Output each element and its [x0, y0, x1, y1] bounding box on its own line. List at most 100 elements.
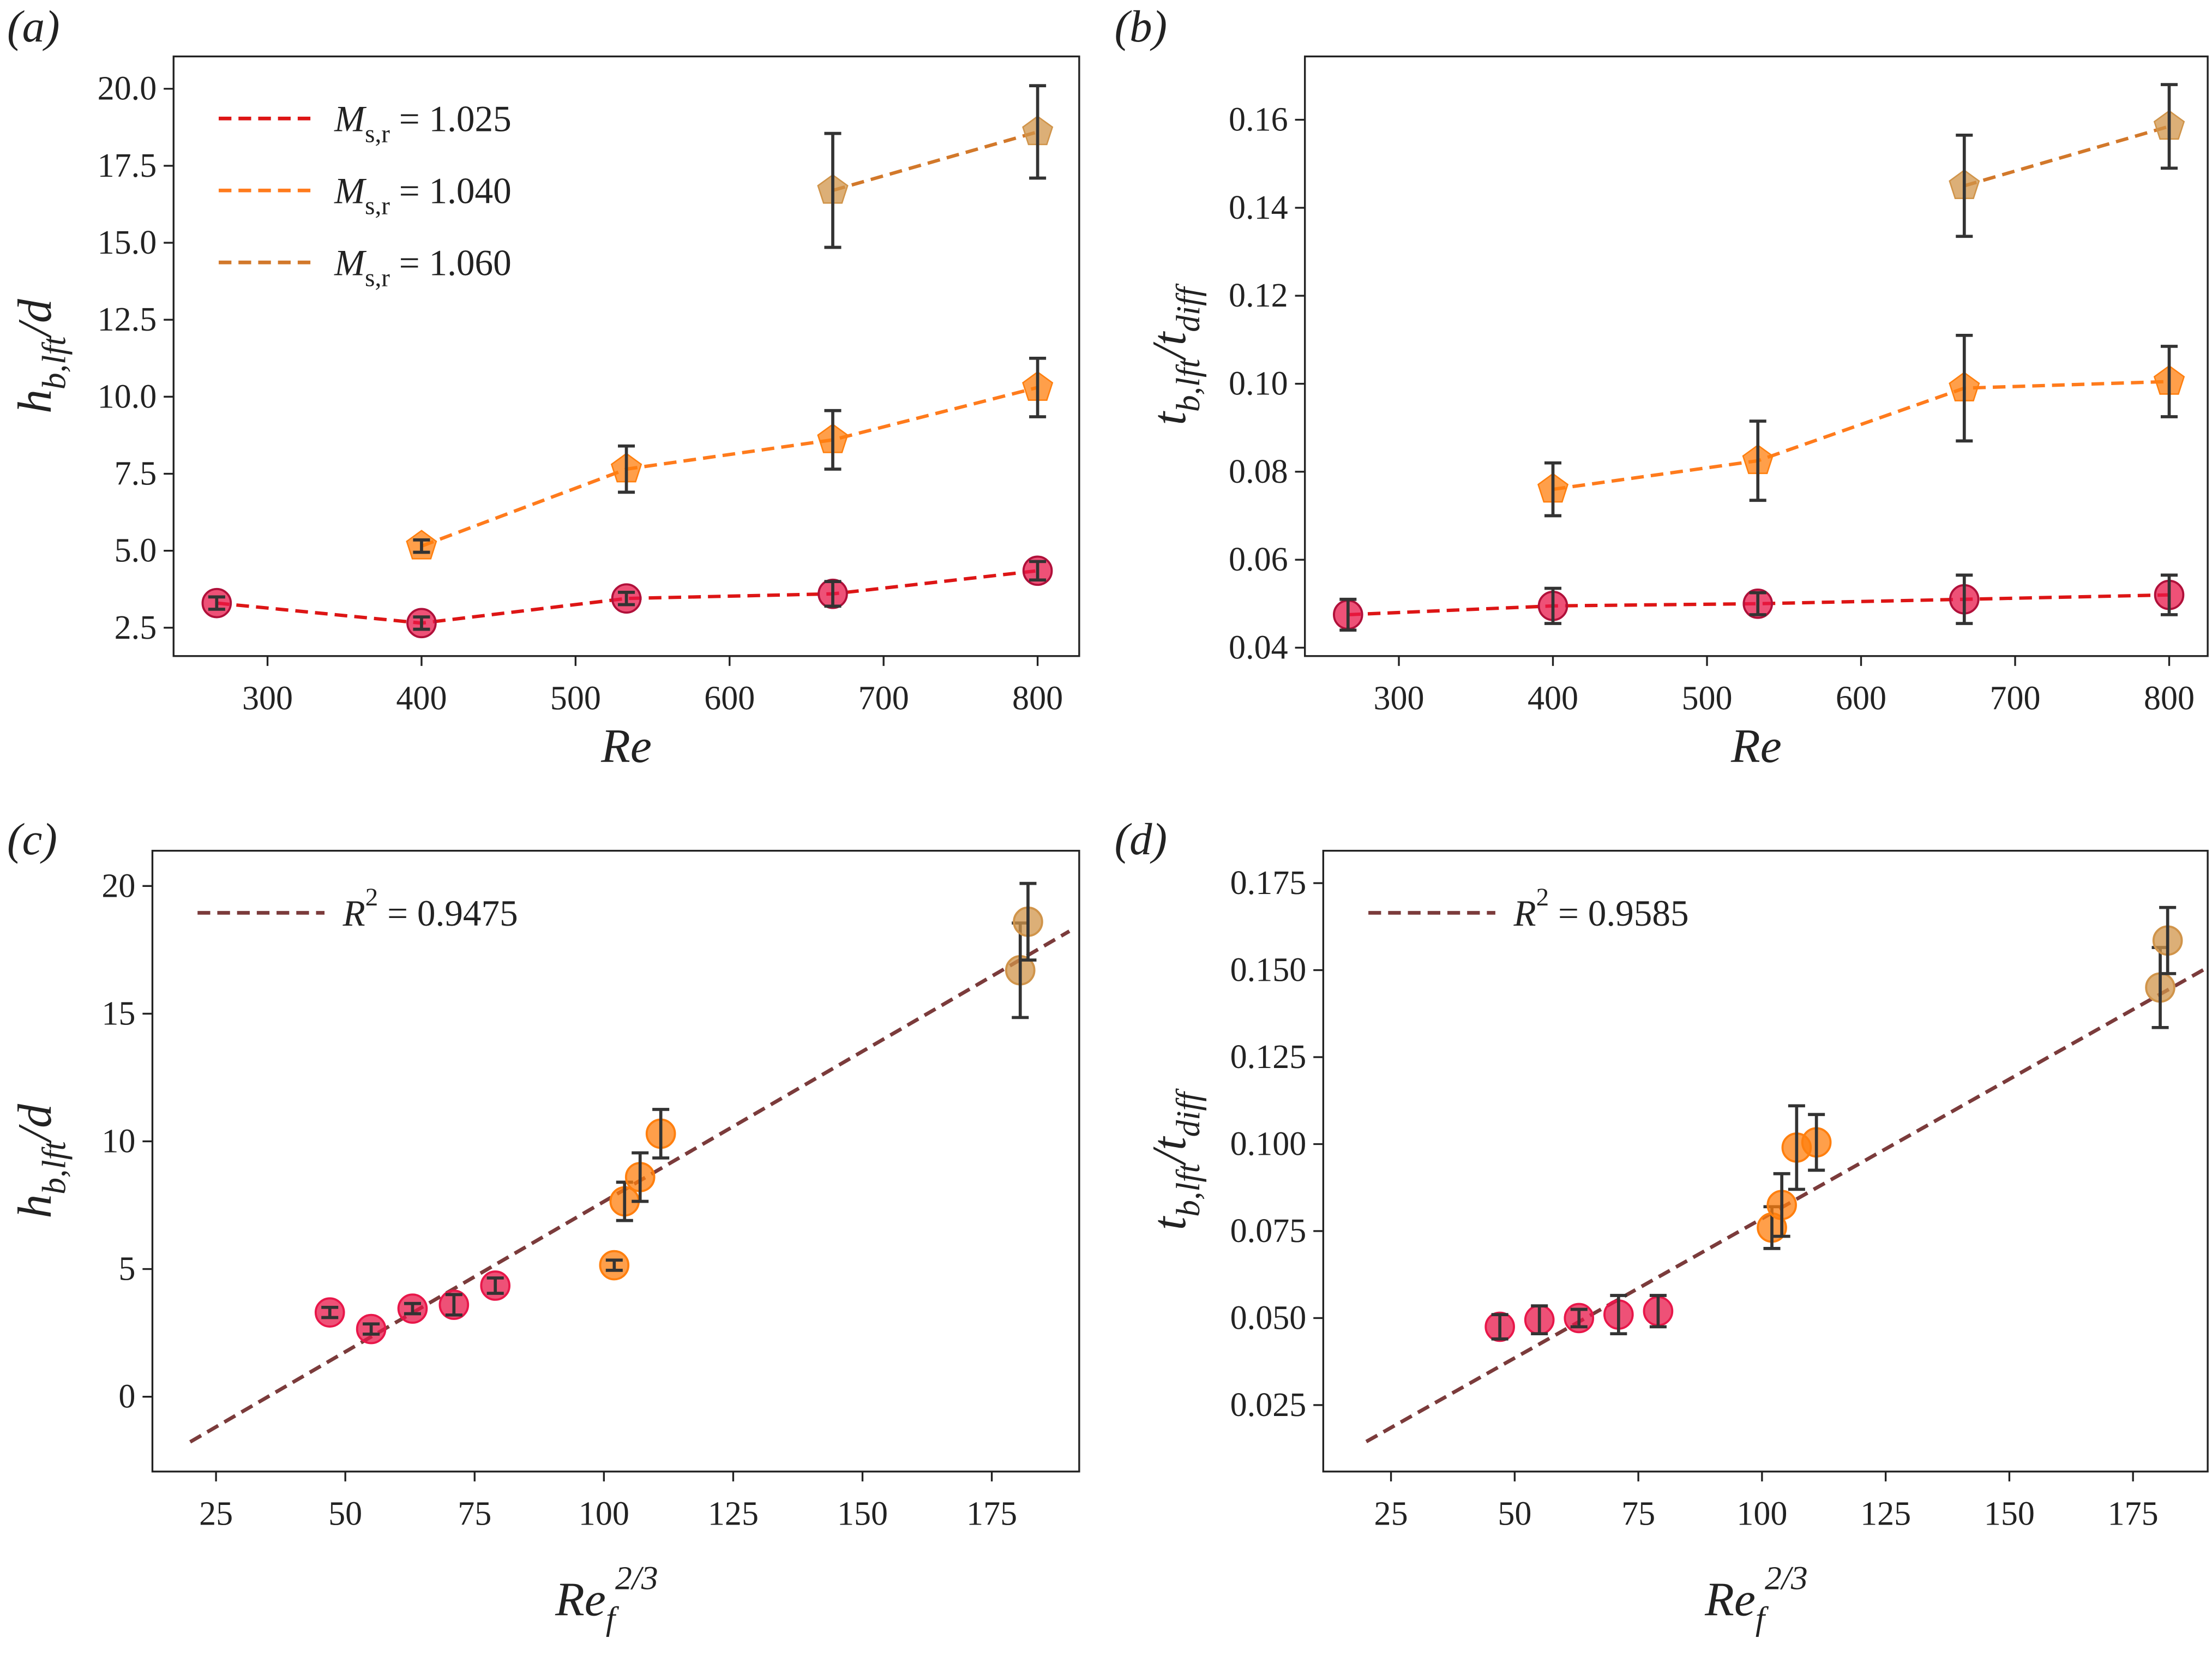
y-tick-label: 7.5	[115, 455, 157, 493]
error-bar	[1788, 1104, 1805, 1191]
error-bar	[2160, 83, 2178, 170]
error-bar	[1570, 1307, 1588, 1329]
error-bar	[413, 615, 430, 631]
panel-label: (d)	[1115, 814, 1168, 864]
x-axis-label-part: 2/3	[1765, 1559, 1808, 1597]
plot-frame	[172, 55, 1080, 657]
y-tick-label: 0.025	[1230, 1387, 1307, 1424]
x-tick-label: 150	[837, 1495, 888, 1532]
y-axis-label-part: b,lft	[36, 1140, 73, 1194]
y-tick-label: 0.050	[1230, 1299, 1307, 1336]
error-bar	[1773, 1172, 1790, 1238]
series-line	[1553, 380, 2169, 491]
error-bar	[413, 538, 430, 554]
error-bar	[632, 1151, 649, 1203]
error-bar	[1544, 461, 1562, 518]
y-tick-label: 0.100	[1230, 1126, 1307, 1163]
y-axis-label-part: b,lft	[1170, 358, 1207, 412]
legend-label-part: = 1.060	[390, 242, 512, 283]
plot-frame	[1322, 850, 2209, 1473]
plot-frame	[1304, 55, 2209, 657]
error-bar	[2159, 905, 2177, 975]
error-bar	[321, 1305, 339, 1319]
error-bar	[618, 444, 635, 494]
x-axis-label-part: Re	[1704, 1574, 1756, 1627]
y-tick-label: 0.175	[1230, 865, 1307, 902]
y-tick-label: 2.5	[115, 609, 157, 646]
legend-label-part: 2	[1536, 883, 1549, 911]
legend-label-part: = 1.025	[390, 99, 512, 140]
error-bar	[824, 580, 841, 608]
y-tick-label: 0.14	[1229, 189, 1288, 226]
legend-label-part: M	[334, 99, 367, 140]
y-axis-label: tb,lft/tdiff	[1143, 1088, 1207, 1230]
legend-label-part: 2	[365, 883, 378, 911]
error-bar	[1749, 419, 1766, 502]
legend-label-part: = 0.9585	[1549, 893, 1689, 934]
legend-label-part: = 1.040	[390, 170, 512, 211]
x-tick-label: 75	[458, 1495, 491, 1532]
series-line	[832, 130, 1038, 193]
error-bar	[208, 595, 225, 611]
x-tick-label: 50	[1498, 1495, 1531, 1532]
x-tick-label: 125	[1860, 1495, 1911, 1532]
error-bar	[1649, 1294, 1667, 1329]
y-axis-label-part: h	[9, 389, 62, 413]
panel-label: (c)	[7, 814, 57, 864]
error-bar	[1491, 1313, 1508, 1341]
y-axis-label-part: h	[9, 1195, 62, 1219]
panel-label: (b)	[1115, 1, 1168, 51]
y-axis-label-part: b,lft	[36, 335, 73, 389]
y-axis-label: hb,lft/d	[9, 298, 73, 413]
plot-frame	[151, 850, 1080, 1473]
y-tick-label: 0.16	[1229, 101, 1288, 139]
y-tick-label: 0.150	[1230, 952, 1307, 989]
x-tick-label: 700	[858, 680, 909, 717]
error-bar	[1610, 1294, 1627, 1336]
x-axis-label-part: Re	[555, 1574, 606, 1627]
error-bar	[445, 1293, 462, 1317]
error-bar	[824, 131, 841, 249]
y-axis-label-part: /d	[9, 1103, 62, 1144]
fit-line	[189, 929, 1071, 1444]
x-tick-label: 600	[1836, 680, 1886, 717]
error-bar	[486, 1276, 504, 1295]
y-tick-label: 12.5	[98, 301, 157, 338]
x-axis-label: Ref2/3	[555, 1559, 658, 1637]
x-tick-label: 500	[1681, 680, 1732, 717]
y-tick-label: 0	[118, 1378, 135, 1415]
x-axis-label: Ref2/3	[1704, 1559, 1808, 1637]
x-tick-label: 800	[1012, 680, 1063, 717]
legend-label-part: R	[342, 893, 365, 934]
x-tick-label: 75	[1621, 1495, 1655, 1532]
y-axis-label-part: b,lft	[1170, 1162, 1207, 1216]
error-bar	[2160, 573, 2178, 616]
error-bar	[1339, 597, 1357, 632]
x-tick-label: 400	[396, 680, 447, 717]
error-bar	[824, 409, 841, 471]
error-bar	[1956, 333, 1973, 443]
y-axis-label-part: /d	[9, 298, 62, 339]
error-bar	[404, 1301, 421, 1316]
legend-label-part: = 0.9475	[378, 893, 518, 934]
legend-label: Ms,r = 1.040	[334, 170, 512, 220]
x-tick-label: 150	[1984, 1495, 2035, 1532]
legend-label-part: M	[334, 170, 367, 211]
error-bar	[1956, 133, 1973, 238]
y-axis-label-part: /t	[1143, 331, 1196, 361]
y-axis-label-part: diff	[1170, 1088, 1207, 1137]
x-tick-label: 25	[1374, 1495, 1408, 1532]
y-tick-label: 10.0	[98, 378, 157, 415]
y-tick-label: 0.06	[1229, 541, 1288, 578]
y-tick-label: 0.125	[1230, 1039, 1307, 1076]
legend-label-part: s,r	[365, 192, 390, 220]
x-tick-label: 175	[966, 1495, 1017, 1532]
x-tick-label: 100	[1736, 1495, 1787, 1532]
error-bar	[1531, 1304, 1548, 1336]
y-tick-label: 10	[101, 1123, 135, 1160]
error-bar	[1029, 560, 1047, 582]
legend-label: R2 = 0.9585	[1513, 883, 1689, 934]
y-tick-label: 5.0	[115, 532, 157, 569]
legend-label: Ms,r = 1.025	[334, 99, 512, 148]
